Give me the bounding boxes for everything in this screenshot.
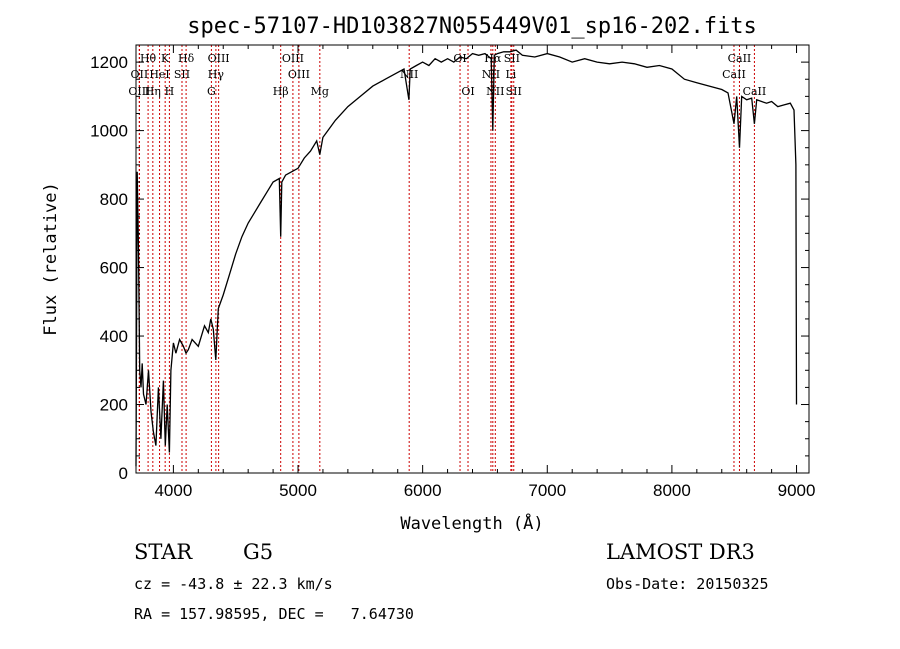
line-label-1: OII: [131, 68, 149, 81]
line-label-21: NII: [486, 85, 504, 98]
line-label-6: Hδ: [178, 52, 195, 65]
line-label-7: SII: [174, 68, 190, 81]
y-tick-label-0: 0: [119, 464, 128, 483]
line-label-3: K: [161, 52, 170, 65]
x-tick-label-2: 6000: [404, 481, 442, 500]
line-label-0: Hθ: [140, 52, 157, 65]
y-tick-label-4: 800: [100, 190, 128, 209]
coordinates: RA = 157.98595, DEC = 7.64730: [134, 605, 414, 623]
y-tick-label-5: 1000: [90, 122, 128, 141]
x-tick-label-0: 4000: [154, 481, 192, 500]
line-label-8: H: [165, 85, 175, 98]
y-axis-label: Flux (relative): [41, 182, 61, 336]
line-label-13: OIII: [288, 68, 310, 81]
line-label-17: OI: [453, 52, 466, 65]
x-tick-label-3: 7000: [528, 481, 566, 500]
axis-ticks-layer: 4000 5000 6000 7000 8000 9000 0 200 400 600 800 100…: [90, 44, 816, 500]
plot-frame: [135, 44, 810, 474]
line-label-24: SII: [506, 85, 522, 98]
line-label-18: OI: [461, 85, 474, 98]
line-label-9: OIII: [208, 52, 230, 65]
x-tick-label-5: 9000: [778, 481, 816, 500]
line-label-15: Mg: [311, 85, 329, 98]
y-tick-label-3: 600: [100, 259, 128, 278]
line-label-25: CaII: [728, 52, 752, 65]
line-label-2: OIII: [128, 85, 150, 98]
redshift-cz: cz = -43.8 ± 22.3 km/s: [134, 575, 333, 593]
line-label-23: Li: [505, 68, 516, 81]
x-tick-label-1: 5000: [279, 481, 317, 500]
y-tick-label-6: 1200: [90, 53, 128, 72]
line-label-19: Hα: [484, 52, 502, 65]
line-label-22: SII: [504, 52, 520, 65]
line-label-26: CaII: [722, 68, 746, 81]
x-axis-label: Wavelength (Å): [400, 512, 543, 534]
survey-name: LAMOST DR3: [606, 540, 755, 564]
obs-date: Obs-Date: 20150325: [606, 575, 769, 593]
line-label-27: CaII: [743, 85, 767, 98]
object-class: STAR: [134, 540, 193, 564]
line-label-14: Hβ: [273, 85, 289, 98]
x-tick-label-4: 8000: [653, 481, 691, 500]
line-label-12: OIII: [282, 52, 304, 65]
emission-lines-layer: [138, 45, 755, 473]
y-tick-label-2: 400: [100, 327, 128, 346]
line-label-4: HeI: [149, 68, 169, 81]
line-label-10: Hγ: [208, 68, 225, 81]
line-label-11: G: [207, 85, 216, 98]
line-labels-layer: Hθ OII OIII K HeI Hη Hδ SII H OIII Hγ G OIII OIII Hβ Mg…: [128, 52, 766, 98]
line-label-5: Hη: [145, 85, 161, 98]
object-subclass: G5: [243, 540, 273, 564]
y-tick-label-1: 200: [100, 396, 128, 415]
chart-title: spec-57107-HD103827N055449V01_sp16-202.f…: [187, 14, 757, 39]
spectrum-series-line: [135, 49, 798, 467]
